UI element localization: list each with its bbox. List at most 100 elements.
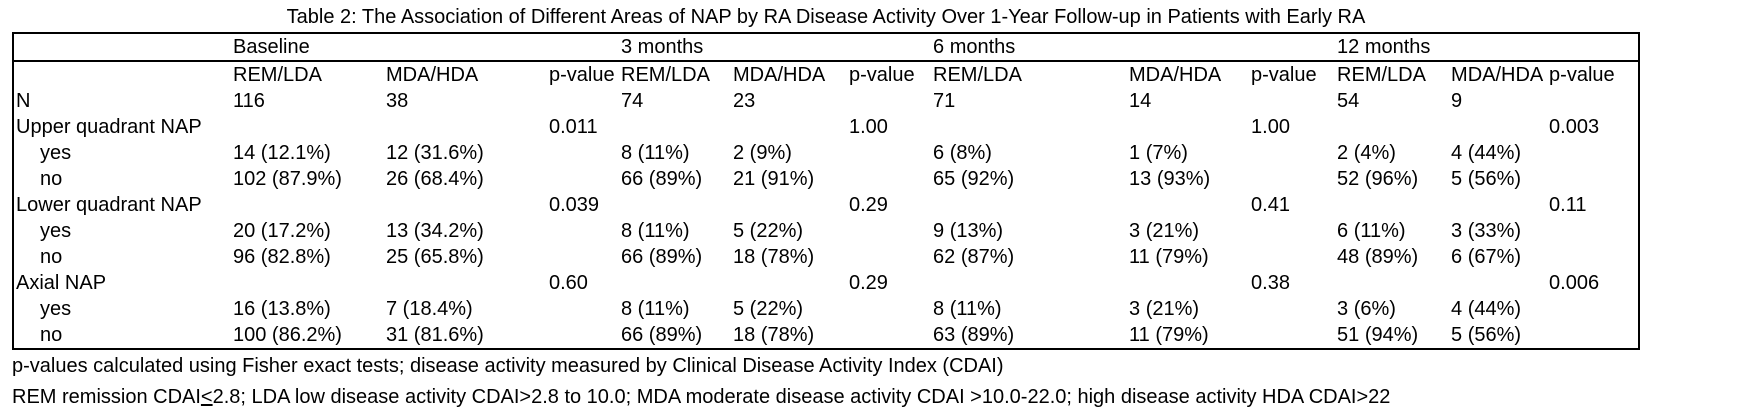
data-cell bbox=[931, 270, 1127, 296]
data-cell: 25 (65.8%) bbox=[386, 246, 484, 268]
measure-header-p-value: p-value bbox=[1251, 64, 1317, 86]
data-cell bbox=[1249, 166, 1335, 192]
data-cell bbox=[1335, 114, 1449, 140]
table-row: no 96 (82.8%) 25 (65.8%) 66 (89%) 18 (78%) 62… bbox=[13, 244, 1639, 270]
data-cell bbox=[231, 270, 384, 296]
data-cell: 0.29 bbox=[849, 194, 888, 216]
data-cell: 5 (56%) bbox=[1451, 324, 1522, 346]
data-cell bbox=[231, 192, 384, 218]
data-cell: 14 (12.1%) bbox=[233, 142, 331, 164]
data-cell bbox=[231, 114, 384, 140]
data-cell: 0.003 bbox=[1549, 116, 1600, 138]
data-cell bbox=[1547, 322, 1639, 349]
data-cell bbox=[384, 270, 547, 296]
data-cell: 3 (21%) bbox=[1129, 220, 1200, 242]
measure-header-rem-lda: REM/LDA bbox=[933, 64, 1022, 86]
data-cell: 65 (92%) bbox=[933, 168, 1015, 190]
data-cell: 0.006 bbox=[1549, 272, 1600, 294]
data-cell: 63 (89%) bbox=[933, 324, 1015, 346]
data-cell: 52 (96%) bbox=[1337, 168, 1419, 190]
row-label-header bbox=[13, 33, 231, 61]
data-cell: 11 (79%) bbox=[1129, 246, 1209, 268]
data-cell: 5 (56%) bbox=[1451, 168, 1522, 190]
row-label: yes bbox=[40, 220, 72, 242]
data-cell: 6 (8%) bbox=[933, 142, 992, 164]
data-cell bbox=[731, 114, 847, 140]
data-cell: 0.38 bbox=[1251, 272, 1290, 294]
measure-header-p-value: p-value bbox=[1549, 64, 1615, 86]
data-cell bbox=[619, 270, 731, 296]
data-cell: 31 (81.6%) bbox=[386, 324, 484, 346]
data-cell: 9 (13%) bbox=[933, 220, 1004, 242]
table-row: yes 14 (12.1%) 12 (31.6%) 8 (11%) 2 (9%) 6 (8… bbox=[13, 140, 1639, 166]
data-cell bbox=[547, 88, 619, 114]
data-cell: 5 (22%) bbox=[733, 298, 804, 320]
row-label: Axial NAP bbox=[16, 272, 107, 294]
data-cell bbox=[1249, 140, 1335, 166]
footnote-2-le: < bbox=[200, 386, 213, 408]
data-cell bbox=[847, 88, 931, 114]
measure-header-rem-lda: REM/LDA bbox=[233, 64, 322, 86]
data-cell: 54 bbox=[1337, 90, 1360, 112]
data-cell: 38 bbox=[386, 90, 409, 112]
footnote-2: REM remission CDAI<2.8; LDA low disease … bbox=[12, 383, 1741, 412]
data-cell: 116 bbox=[233, 90, 265, 112]
table-row: N 116 38 74 23 71 14 54 9 bbox=[13, 88, 1639, 114]
data-cell: 18 (78%) bbox=[733, 324, 815, 346]
data-cell bbox=[1547, 296, 1639, 322]
data-cell: 6 (11%) bbox=[1337, 220, 1406, 242]
table-row: no 100 (86.2%) 31 (81.6%) 66 (89%) 18 (78%) 6… bbox=[13, 322, 1639, 349]
measure-header-mda-hda: MDA/HDA bbox=[1129, 64, 1222, 86]
footnote-2-post: 2.8; LDA low disease activity CDAI>2.8 t… bbox=[212, 386, 1391, 408]
table-row: Lower quadrant NAP 0.039 0.29 0.41 0.11 bbox=[13, 192, 1639, 218]
data-cell: 18 (78%) bbox=[733, 246, 815, 268]
table-row: yes 16 (13.8%) 7 (18.4%) 8 (11%) 5 (22%) 8 (1… bbox=[13, 296, 1639, 322]
association-table: Baseline 3 months 6 months 12 months REM/LD… bbox=[12, 32, 1640, 350]
table-row: yes 20 (17.2%) 13 (34.2%) 8 (11%) 5 (22%) 9 (… bbox=[13, 218, 1639, 244]
footnote-1: p-values calculated using Fisher exact t… bbox=[12, 355, 1004, 377]
period-header-12-months: 12 months bbox=[1337, 36, 1431, 58]
data-cell: 48 (89%) bbox=[1337, 246, 1419, 268]
data-cell bbox=[1249, 322, 1335, 349]
period-header-baseline: Baseline bbox=[233, 36, 310, 58]
data-cell bbox=[847, 244, 931, 270]
table-title: Table 2: The Association of Different Ar… bbox=[286, 6, 1366, 28]
row-label: N bbox=[16, 90, 31, 112]
data-cell bbox=[1127, 192, 1249, 218]
data-cell bbox=[1127, 270, 1249, 296]
data-cell bbox=[1547, 166, 1639, 192]
data-cell: 66 (89%) bbox=[621, 168, 703, 190]
data-cell: 7 (18.4%) bbox=[386, 298, 473, 320]
footnote-2-pre: REM remission CDAI bbox=[12, 386, 201, 408]
data-cell: 0.039 bbox=[549, 194, 600, 216]
data-cell bbox=[547, 218, 619, 244]
data-cell: 4 (44%) bbox=[1451, 298, 1522, 320]
data-cell: 23 bbox=[733, 90, 756, 112]
data-cell bbox=[1547, 244, 1639, 270]
data-cell: 0.60 bbox=[549, 272, 588, 294]
data-cell bbox=[1249, 244, 1335, 270]
table-row: no 102 (87.9%) 26 (68.4%) 66 (89%) 21 (91%) 6… bbox=[13, 166, 1639, 192]
row-label: yes bbox=[40, 142, 72, 164]
data-cell: 1.00 bbox=[849, 116, 888, 138]
data-cell bbox=[847, 166, 931, 192]
data-cell bbox=[731, 192, 847, 218]
data-cell: 3 (21%) bbox=[1129, 298, 1200, 320]
data-cell: 8 (11%) bbox=[933, 298, 1002, 320]
data-cell: 12 (31.6%) bbox=[386, 142, 484, 164]
data-cell: 102 (87.9%) bbox=[233, 168, 342, 190]
data-cell: 11 (79%) bbox=[1129, 324, 1209, 346]
data-cell: 14 bbox=[1129, 90, 1152, 112]
data-cell bbox=[547, 244, 619, 270]
row-label: Lower quadrant NAP bbox=[16, 194, 202, 216]
data-cell: 74 bbox=[621, 90, 644, 112]
data-cell bbox=[1449, 192, 1547, 218]
data-cell bbox=[847, 322, 931, 349]
data-cell: 66 (89%) bbox=[621, 324, 703, 346]
data-cell: 62 (87%) bbox=[933, 246, 1015, 268]
data-cell: 51 (94%) bbox=[1337, 324, 1419, 346]
table-figure: Table 2: The Association of Different Ar… bbox=[0, 4, 1741, 410]
data-cell: 0.11 bbox=[1549, 194, 1587, 216]
data-cell bbox=[931, 192, 1127, 218]
data-cell bbox=[1127, 114, 1249, 140]
